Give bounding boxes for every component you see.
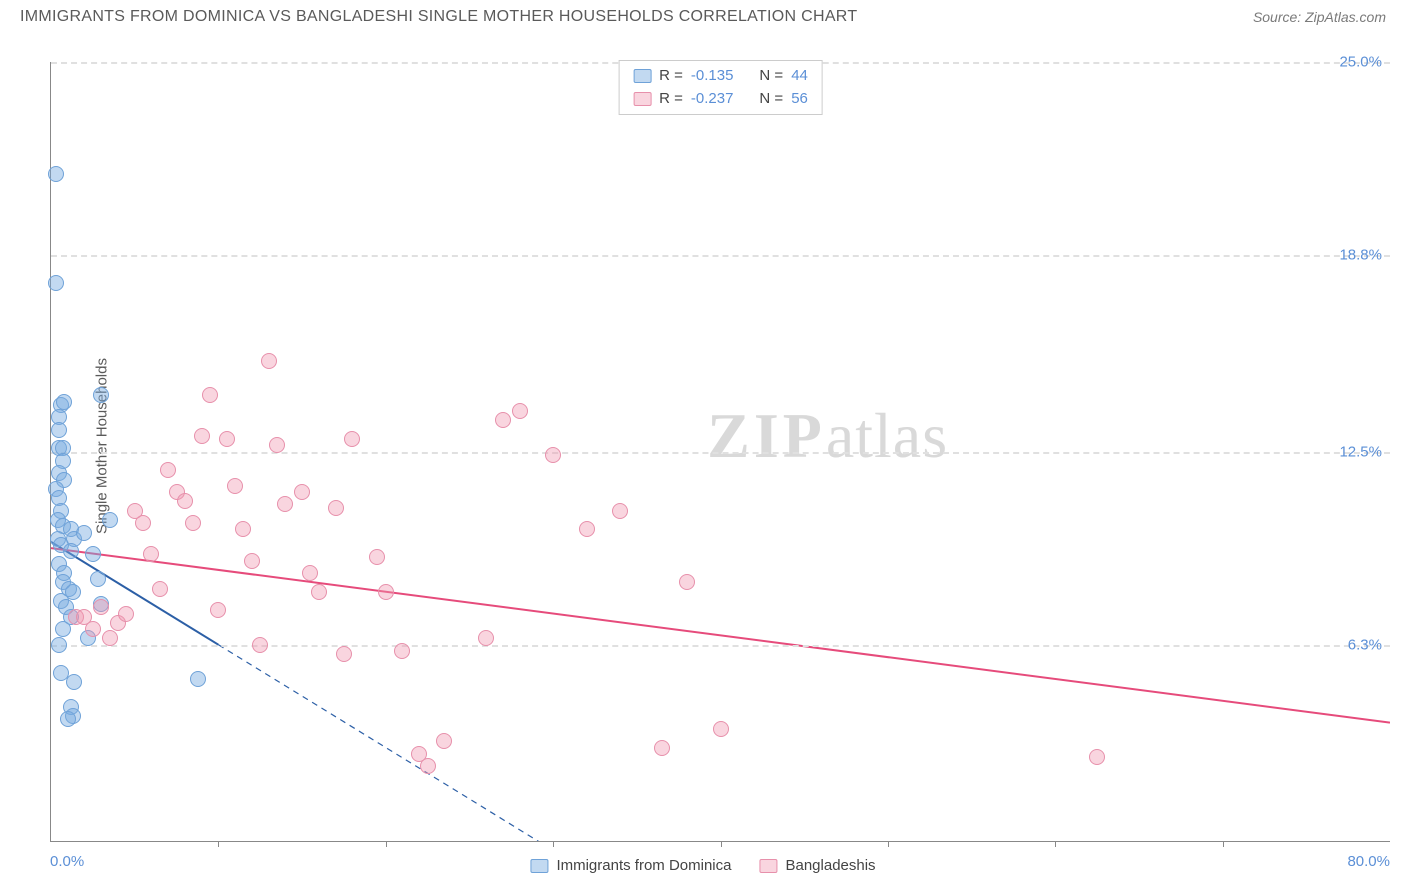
watermark-atlas: atlas (826, 400, 948, 471)
data-point (48, 275, 64, 291)
x-axis-origin-label: 0.0% (50, 853, 84, 870)
legend-r-label: R = (659, 88, 683, 111)
data-point (51, 422, 67, 438)
y-tick-label: 12.5% (1339, 443, 1382, 460)
source-label: Source: ZipAtlas.com (1253, 9, 1386, 25)
chart-area: ZIPatlas R = -0.135 N = 44 R = -0.237 N = 56 6.… (50, 62, 1390, 842)
legend-label: Immigrants from Dominica (556, 857, 731, 874)
legend-r-value: -0.135 (691, 65, 734, 88)
data-point (302, 565, 318, 581)
legend-row: R = -0.237 N = 56 (633, 88, 808, 111)
data-point (244, 553, 260, 569)
data-point (394, 643, 410, 659)
data-point (679, 574, 695, 590)
data-point (55, 621, 71, 637)
data-point (654, 740, 670, 756)
x-tick (888, 841, 889, 847)
data-point (48, 166, 64, 182)
data-point (612, 503, 628, 519)
legend-swatch (530, 859, 548, 873)
data-point (579, 521, 595, 537)
legend-item: Bangladeshis (759, 857, 875, 874)
gridline (51, 255, 1390, 257)
data-point (378, 584, 394, 600)
legend-label: Bangladeshis (785, 857, 875, 874)
title-bar: IMMIGRANTS FROM DOMINICA VS BANGLADESHI … (0, 0, 1406, 30)
legend-n-label: N = (759, 65, 783, 88)
data-point (210, 602, 226, 618)
legend-r-value: -0.237 (691, 88, 734, 111)
legend-row: R = -0.135 N = 44 (633, 65, 808, 88)
data-point (1089, 749, 1105, 765)
legend-swatch (633, 69, 651, 83)
data-point (235, 521, 251, 537)
x-tick (1223, 841, 1224, 847)
legend-item: Immigrants from Dominica (530, 857, 731, 874)
data-point (90, 571, 106, 587)
x-tick (553, 841, 554, 847)
data-point (118, 606, 134, 622)
data-point (63, 543, 79, 559)
data-point (102, 630, 118, 646)
data-point (185, 515, 201, 531)
data-point (545, 447, 561, 463)
data-point (102, 512, 118, 528)
data-point (294, 484, 310, 500)
x-axis-max-label: 80.0% (1347, 853, 1390, 870)
data-point (135, 515, 151, 531)
y-tick-label: 25.0% (1339, 54, 1382, 71)
data-point (311, 584, 327, 600)
data-point (495, 412, 511, 428)
data-point (194, 428, 210, 444)
x-tick (386, 841, 387, 847)
data-point (713, 721, 729, 737)
data-point (227, 478, 243, 494)
data-point (478, 630, 494, 646)
data-point (66, 674, 82, 690)
data-point (344, 431, 360, 447)
x-tick (721, 841, 722, 847)
data-point (152, 581, 168, 597)
data-point (177, 493, 193, 509)
data-point (219, 431, 235, 447)
data-point (512, 403, 528, 419)
data-point (336, 646, 352, 662)
data-point (436, 733, 452, 749)
data-point (190, 671, 206, 687)
data-point (252, 637, 268, 653)
legend-swatch (759, 859, 777, 873)
data-point (202, 387, 218, 403)
legend-r-label: R = (659, 65, 683, 88)
gridline (51, 452, 1390, 454)
data-point (60, 711, 76, 727)
legend-correlation: R = -0.135 N = 44 R = -0.237 N = 56 (618, 60, 823, 115)
data-point (51, 637, 67, 653)
data-point (93, 387, 109, 403)
legend-swatch (633, 92, 651, 106)
data-point (269, 437, 285, 453)
y-tick-label: 6.3% (1348, 636, 1382, 653)
y-tick-label: 18.8% (1339, 247, 1382, 264)
x-tick (1055, 841, 1056, 847)
legend-n-label: N = (759, 88, 783, 111)
data-point (56, 394, 72, 410)
data-point (85, 546, 101, 562)
watermark: ZIPatlas (707, 399, 948, 473)
data-point (420, 758, 436, 774)
legend-n-value: 44 (791, 65, 808, 88)
data-point (261, 353, 277, 369)
data-point (160, 462, 176, 478)
data-point (328, 500, 344, 516)
data-point (369, 549, 385, 565)
watermark-zip: ZIP (707, 400, 826, 471)
data-point (143, 546, 159, 562)
data-point (93, 599, 109, 615)
data-point (277, 496, 293, 512)
data-point (76, 525, 92, 541)
legend-series: Immigrants from Dominica Bangladeshis (530, 857, 875, 874)
legend-n-value: 56 (791, 88, 808, 111)
chart-title: IMMIGRANTS FROM DOMINICA VS BANGLADESHI … (20, 8, 857, 26)
x-tick (218, 841, 219, 847)
data-point (85, 621, 101, 637)
